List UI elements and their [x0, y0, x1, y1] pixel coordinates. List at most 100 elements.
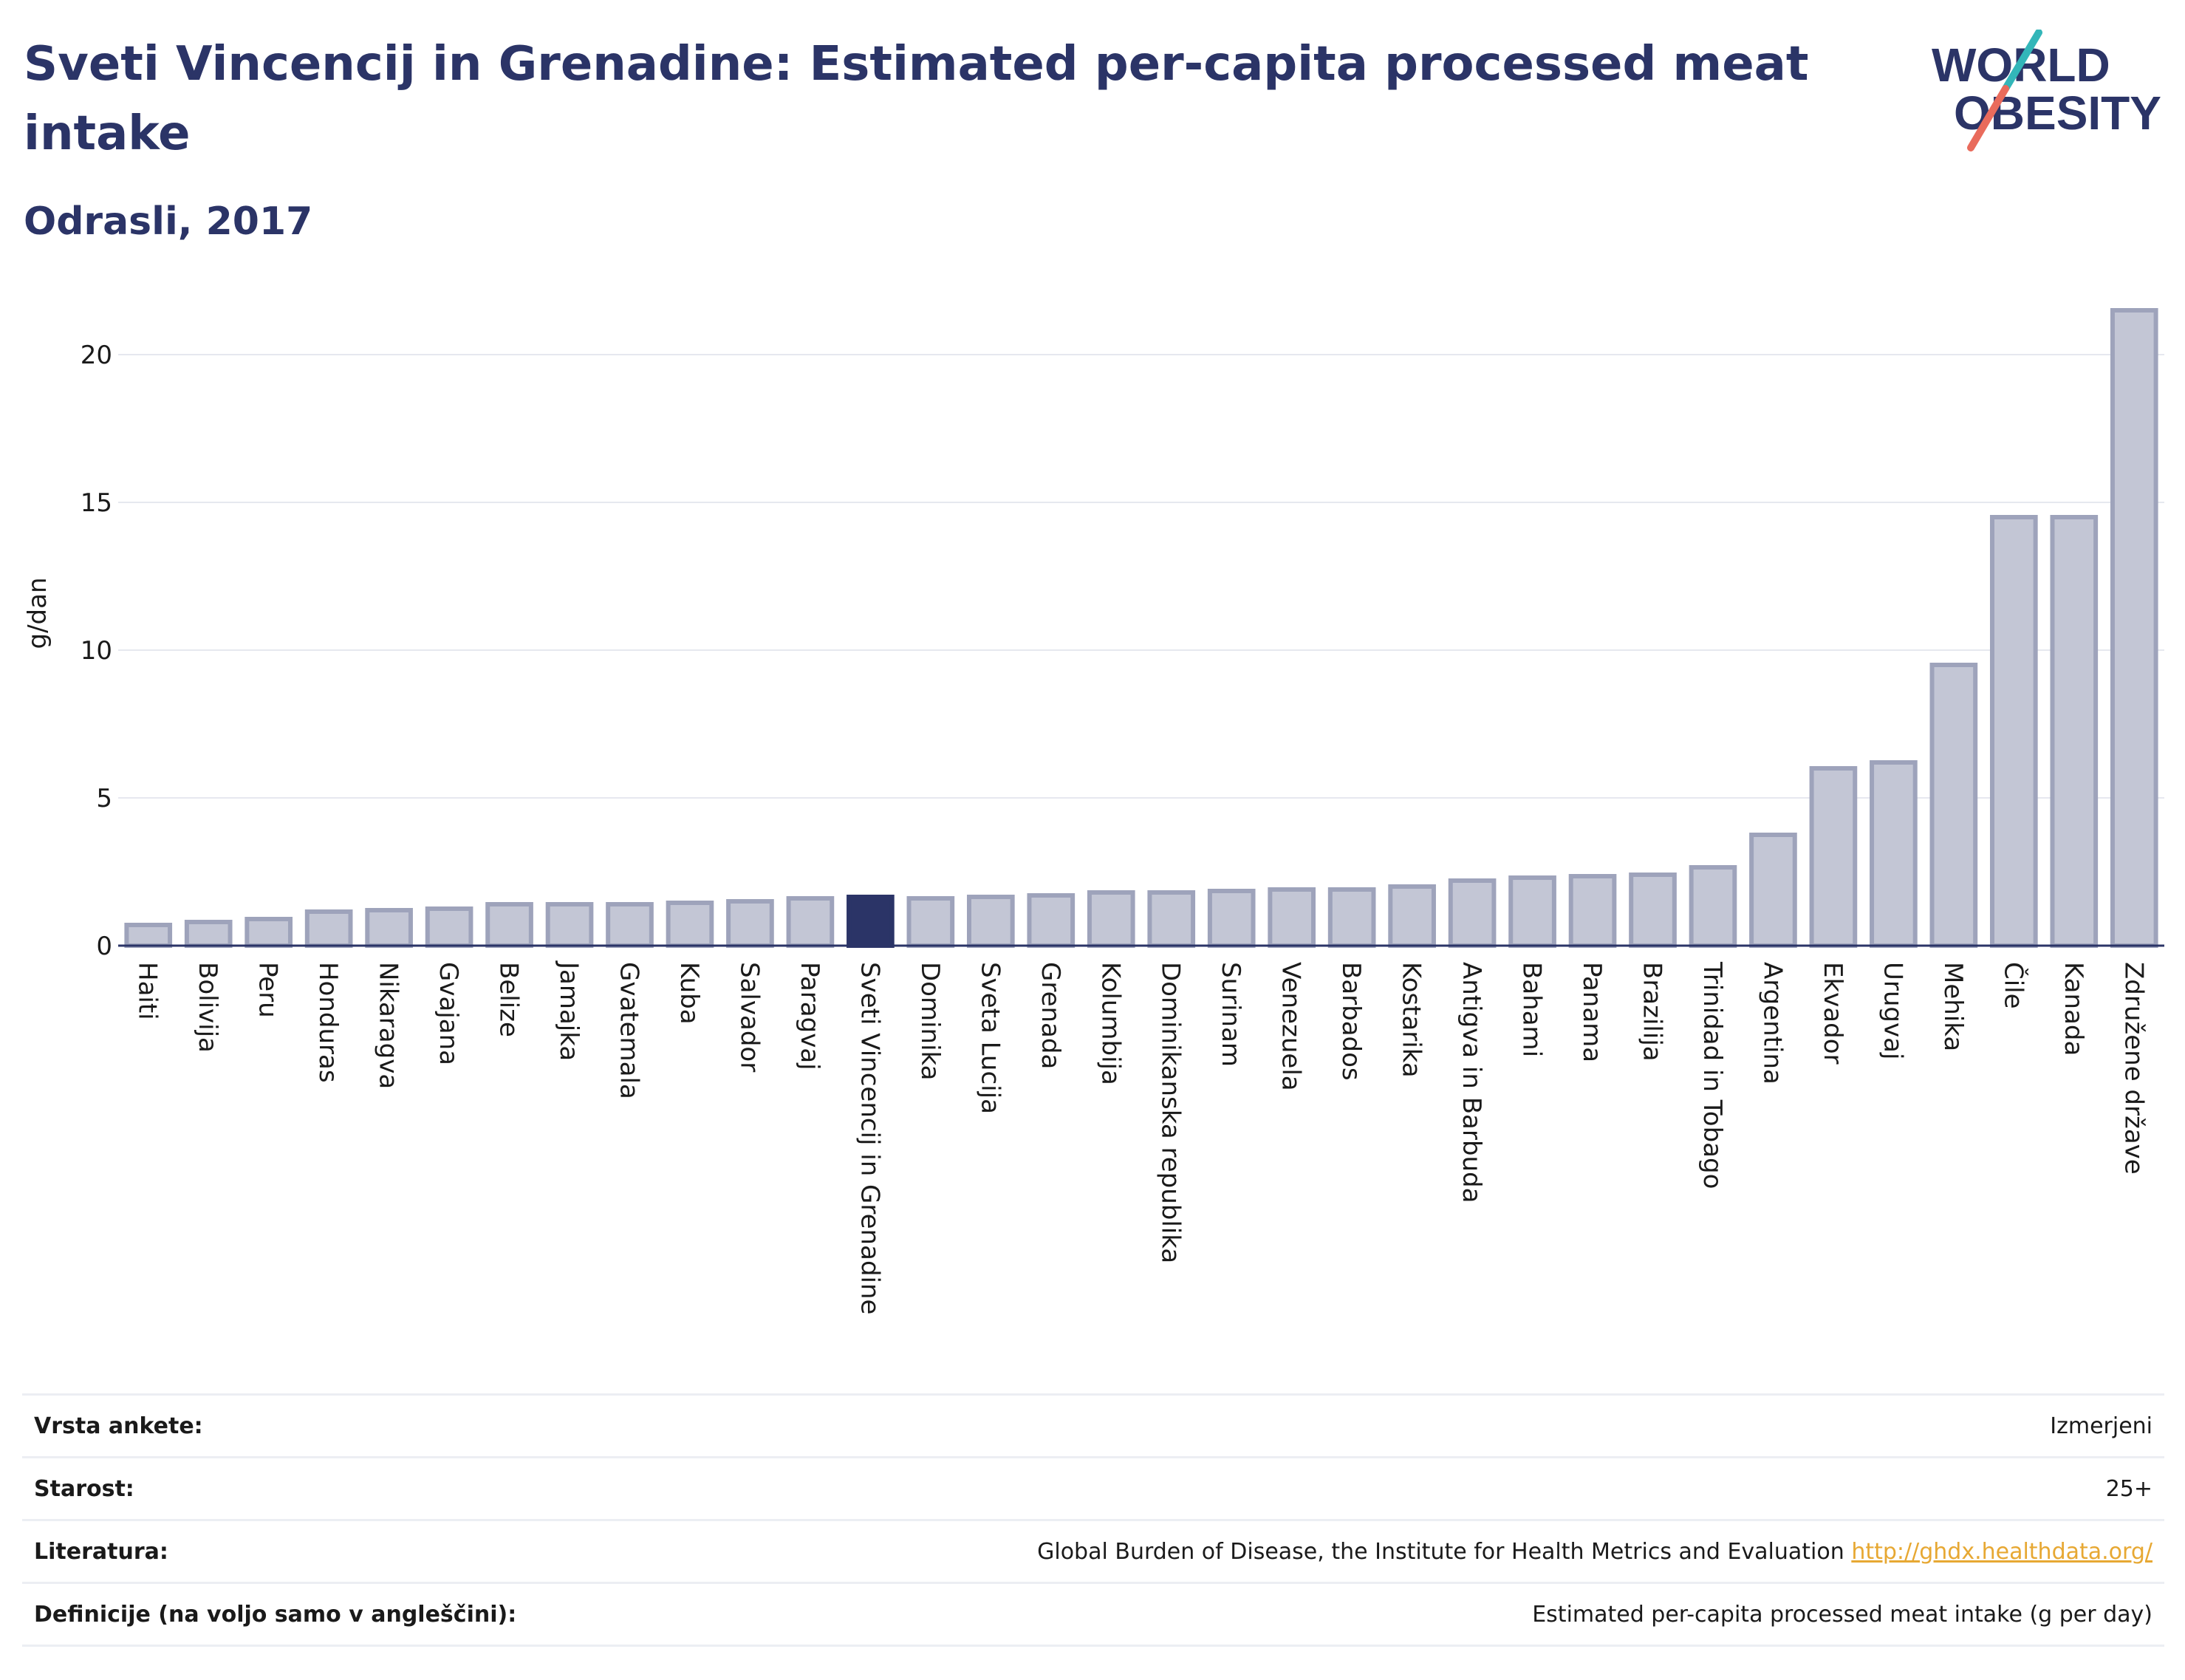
x-tick-label: Antigva in Barbuda: [1457, 962, 1486, 1203]
x-tick-label: Kostarika: [1397, 962, 1426, 1078]
chart-subtitle: Odrasli, 2017: [24, 199, 313, 244]
x-tick-label: Bolivija: [193, 962, 222, 1053]
bar: [1749, 833, 1797, 948]
world-obesity-logo: WORLD OBESITY: [1932, 30, 2161, 151]
logo-slash-teal: [2002, 30, 2042, 92]
bar: [1689, 865, 1737, 948]
y-tick-label: 5: [96, 784, 112, 813]
x-tick-label: Kanada: [2059, 962, 2088, 1056]
chart-title: Sveti Vincencij in Grenadine: Estimated …: [24, 37, 1809, 161]
x-tick-label: Jamajka: [554, 960, 584, 1061]
x-tick-label: Čile: [1998, 962, 2028, 1009]
x-tick-label: Mehika: [1938, 962, 1968, 1051]
x-tick-label: Gvajana: [434, 962, 463, 1065]
bar: [666, 901, 714, 948]
metadata-table: Vrsta ankete: Izmerjeni Starost: 25+ Lit…: [22, 1393, 2164, 1647]
logo-line2: OBESITY: [1954, 86, 2161, 140]
meta-value: Estimated per-capita processed meat inta…: [1532, 1601, 2152, 1628]
y-tick-label: 15: [81, 488, 112, 518]
x-tick-label: Trinidad in Tobago: [1697, 961, 1727, 1189]
x-tick-label: Salvador: [734, 962, 764, 1072]
bar: [1870, 760, 1918, 948]
bar-chart: 0 5 10 15 20 Haiti Bolivija Peru Honduras Nikara…: [23, 308, 2164, 1314]
bar: [545, 902, 594, 948]
bar: [365, 908, 413, 948]
x-tick-label: Dominikanska republika: [1156, 962, 1186, 1263]
x-tick-label: Sveta Lucija: [975, 962, 1005, 1114]
x-tick-label: Bahami: [1517, 962, 1547, 1057]
bar: [786, 896, 835, 948]
x-tick-label: Nikaragva: [374, 962, 403, 1089]
x-tick-label: Venezuela: [1276, 962, 1306, 1091]
x-tick-label: Paragvaj: [795, 962, 824, 1071]
meta-row-definitions: Definicije (na voljo samo v angleščini):…: [22, 1582, 2164, 1647]
x-tick-label: Honduras: [313, 962, 343, 1083]
grid-lines: [118, 354, 2164, 799]
x-tick-label: Združene države: [2119, 962, 2148, 1175]
bar: [184, 920, 233, 948]
bar: [485, 902, 533, 948]
x-tick-label: Belize: [494, 962, 524, 1037]
bar: [1929, 663, 1978, 948]
x-tick-label: Haiti: [133, 962, 163, 1020]
bar: [1809, 766, 1858, 948]
bar: [966, 895, 1015, 948]
bar: [726, 899, 774, 948]
y-tick-label: 20: [81, 341, 112, 370]
bar: [1629, 873, 1677, 948]
bar: [606, 902, 654, 948]
bar: [1388, 884, 1436, 948]
category-labels: Haiti Bolivija Peru Honduras Nikaragva Gvajan…: [133, 960, 2149, 1314]
y-tick-label: 10: [81, 636, 112, 666]
meta-label: Starost:: [34, 1475, 134, 1502]
x-tick-label: Ekvador: [1818, 962, 1847, 1065]
meta-label: Definicije (na voljo samo v angleščini):: [34, 1601, 517, 1628]
meta-row-survey-type: Vrsta ankete: Izmerjeni: [22, 1393, 2164, 1456]
bar: [1207, 889, 1256, 948]
x-tick-label: Gvatemala: [615, 962, 644, 1099]
x-tick-label: Grenada: [1036, 962, 1065, 1069]
bar: [1989, 515, 2038, 948]
bar: [304, 909, 353, 948]
meta-row-age: Starost: 25+: [22, 1456, 2164, 1519]
logo-slash-coral: [1967, 85, 2009, 151]
bar: [1448, 878, 1497, 948]
source-link[interactable]: http://ghdx.healthdata.org/: [1851, 1538, 2152, 1565]
meta-value-literature: Global Burden of Disease, the Institute …: [1037, 1539, 2152, 1565]
bar: [2050, 515, 2099, 948]
bar: [1268, 887, 1316, 948]
x-tick-label: Kolumbija: [1095, 962, 1125, 1085]
bar: [1568, 874, 1617, 948]
bar: [1147, 890, 1196, 948]
meta-value: 25+: [2105, 1475, 2152, 1502]
x-tick-label: Dominika: [915, 962, 945, 1080]
y-tick-label: 0: [96, 932, 112, 961]
x-tick-label: Argentina: [1757, 962, 1787, 1085]
meta-row-literature: Literatura: Global Burden of Disease, th…: [22, 1519, 2164, 1582]
x-tick-label: Kuba: [674, 962, 704, 1025]
bar: [1027, 893, 1076, 948]
x-tick-label: Barbados: [1336, 962, 1366, 1081]
bar: [1087, 890, 1135, 948]
bar: [425, 906, 473, 948]
x-tick-label: Sveti Vincencij in Grenadine: [855, 962, 884, 1314]
meta-value: Global Burden of Disease, the Institute …: [1037, 1538, 1844, 1565]
bars: [124, 308, 2158, 948]
bar: [245, 917, 293, 948]
x-tick-label: Panama: [1577, 962, 1607, 1062]
bar: [906, 896, 955, 948]
meta-label: Vrsta ankete:: [34, 1413, 203, 1439]
x-tick-label: Brazilija: [1638, 962, 1667, 1062]
axes: 0 5 10 15 20: [81, 341, 2164, 961]
bar: [1327, 887, 1376, 948]
bar: [124, 923, 173, 948]
bar: [1508, 875, 1556, 948]
x-tick-label: Peru: [253, 962, 283, 1018]
bar-highlighted: [847, 895, 895, 948]
x-tick-label: Urugvaj: [1878, 962, 1907, 1059]
x-tick-label: Surinam: [1216, 962, 1245, 1067]
bar: [2110, 308, 2158, 948]
meta-label: Literatura:: [34, 1538, 168, 1565]
meta-value: Izmerjeni: [2050, 1413, 2152, 1439]
y-axis-label: g/dan: [23, 577, 52, 649]
